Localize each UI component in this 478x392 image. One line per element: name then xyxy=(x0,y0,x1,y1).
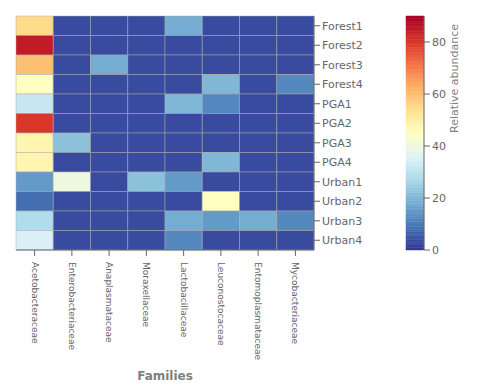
svg-text:Lactobacillaceae: Lactobacillaceae xyxy=(179,262,189,338)
svg-text:Forest3: Forest3 xyxy=(322,59,363,72)
svg-text:Entomoplasmataceae: Entomoplasmataceae xyxy=(253,262,263,360)
svg-text:PGA1: PGA1 xyxy=(322,98,352,111)
svg-text:20: 20 xyxy=(432,192,446,205)
svg-text:0: 0 xyxy=(432,244,439,257)
svg-text:Enterobacteriaceae: Enterobacteriaceae xyxy=(67,262,77,350)
svg-text:Anaplasmataceae: Anaplasmataceae xyxy=(104,262,114,343)
svg-text:Moraxellaceae: Moraxellaceae xyxy=(141,262,151,328)
svg-text:Relative abundance: Relative abundance xyxy=(448,24,461,133)
svg-text:PGA3: PGA3 xyxy=(322,137,352,150)
svg-text:Leuconostocaceae: Leuconostocaceae xyxy=(216,262,226,346)
svg-text:40: 40 xyxy=(432,140,446,153)
svg-text:Urban4: Urban4 xyxy=(322,234,362,247)
svg-text:Acetobacteraceae: Acetobacteraceae xyxy=(30,262,40,344)
svg-text:Urban1: Urban1 xyxy=(322,176,362,189)
svg-text:Mycobacteriaceae: Mycobacteriaceae xyxy=(290,262,300,345)
svg-text:Forest2: Forest2 xyxy=(322,39,363,52)
svg-text:Urban2: Urban2 xyxy=(322,195,362,208)
svg-text:Urban3: Urban3 xyxy=(322,215,362,228)
svg-text:80: 80 xyxy=(432,36,446,49)
svg-text:PGA2: PGA2 xyxy=(322,117,352,130)
svg-text:Forest1: Forest1 xyxy=(322,20,363,33)
svg-text:Families: Families xyxy=(137,369,193,383)
svg-text:PGA4: PGA4 xyxy=(322,156,352,169)
svg-text:Forest4: Forest4 xyxy=(322,78,363,91)
svg-text:60: 60 xyxy=(432,88,446,101)
